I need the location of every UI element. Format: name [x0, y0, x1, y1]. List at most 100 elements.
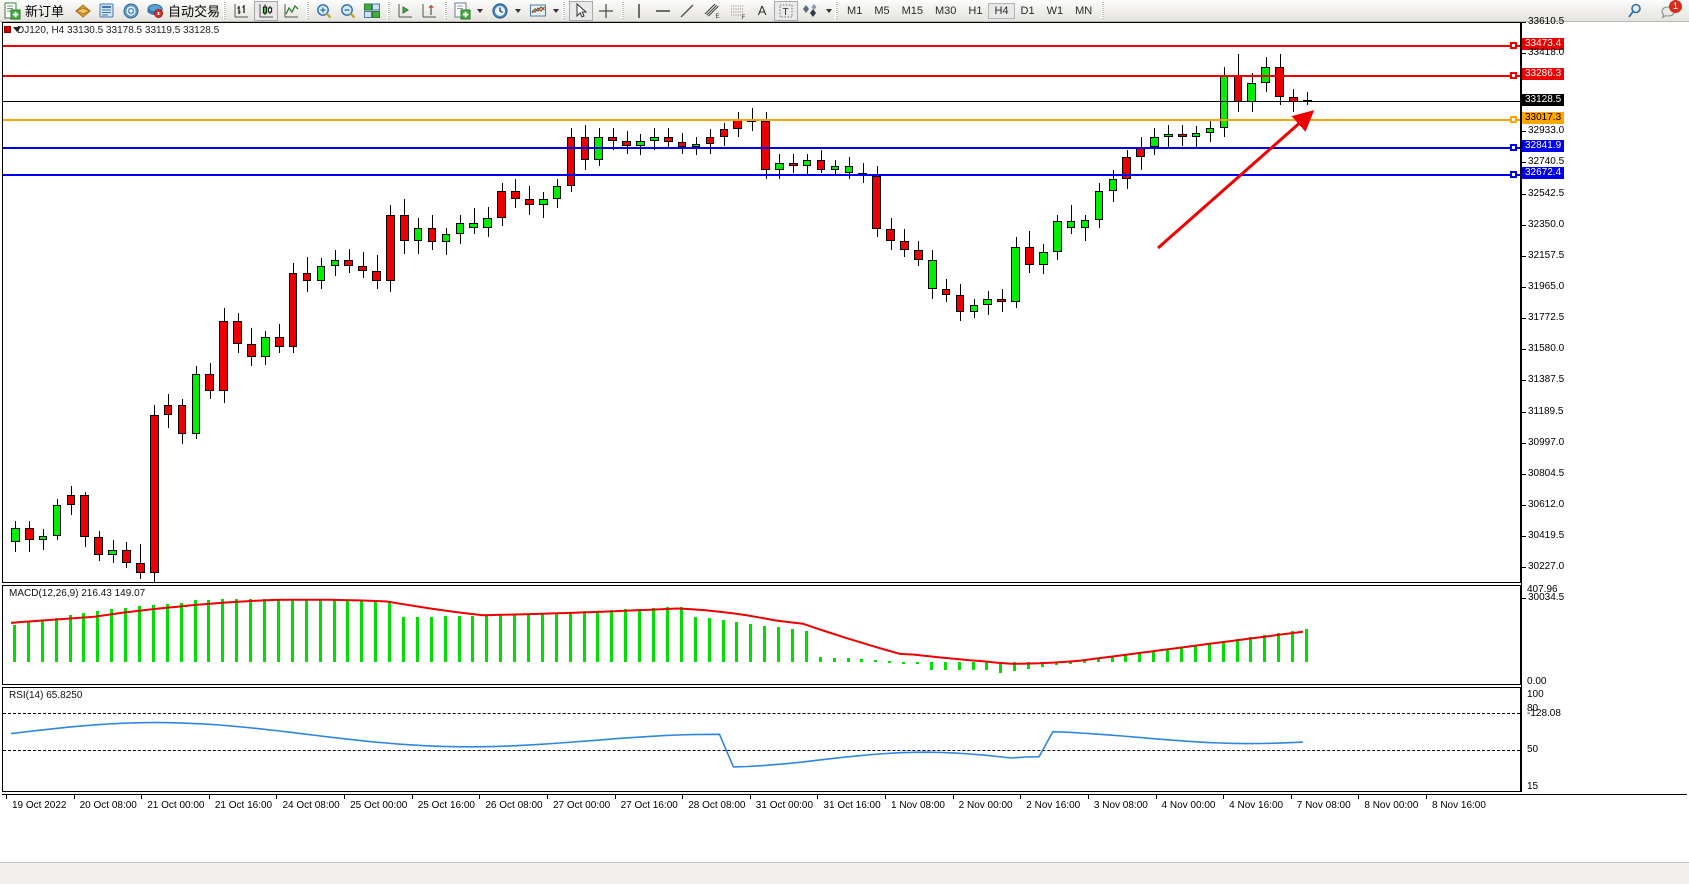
- rsi-header: RSI(14) 65.8250: [9, 690, 83, 701]
- macd-histogram-bar: [832, 657, 836, 663]
- period-chevron-down-icon[interactable]: [515, 8, 522, 13]
- tab-timeframe-d1[interactable]: D1: [1020, 4, 1035, 17]
- expert-advisor-icon[interactable]: [72, 1, 94, 21]
- price-level-line-pivot[interactable]: [3, 118, 1520, 121]
- price-level-line-resistance[interactable]: [3, 75, 1520, 78]
- macd-histogram-bar: [1082, 660, 1086, 663]
- price-level-handle[interactable]: [1510, 115, 1517, 123]
- vertical-line-icon[interactable]: [628, 1, 650, 21]
- chart-area[interactable]: DJ120, H4 33130.5 33178.5 33119.5 33128.…: [0, 16, 1689, 884]
- price-level-handle[interactable]: [1510, 42, 1517, 50]
- macd-histogram-bar: [707, 618, 711, 663]
- text-label-icon[interactable]: T: [774, 0, 799, 21]
- price-tag-resistance[interactable]: 33286.3: [1522, 68, 1565, 81]
- price-tick-mark: [1522, 474, 1526, 476]
- tab-timeframe-mn[interactable]: MN: [1075, 4, 1093, 17]
- zoom-out-icon[interactable]: [337, 1, 359, 21]
- chart-collapse-chevron-icon[interactable]: [13, 27, 21, 32]
- tab-timeframe-m5[interactable]: M5: [874, 4, 890, 17]
- equidistant-channel-icon[interactable]: E: [700, 1, 724, 21]
- trendline-icon[interactable]: [676, 1, 698, 21]
- cursor-icon[interactable]: [569, 0, 594, 21]
- candle-body: [441, 234, 451, 243]
- time-tick-mark: [1358, 795, 1360, 799]
- crosshair-icon[interactable]: [595, 1, 617, 21]
- price-tick-mark: [1522, 21, 1526, 23]
- price-level-handle[interactable]: [1510, 143, 1517, 151]
- price-tick-label: 31965.0: [1528, 281, 1565, 293]
- auto-scroll-icon[interactable]: [418, 1, 440, 21]
- macd-histogram-bar: [40, 620, 44, 663]
- tab-timeframe-m1[interactable]: M1: [847, 4, 863, 17]
- horizontal-line-icon[interactable]: [652, 1, 674, 21]
- indicators-icon[interactable]: [527, 1, 549, 21]
- notifications-icon[interactable]: 1: [1658, 0, 1682, 21]
- macd-histogram-bar: [318, 599, 322, 663]
- price-tag-current-price[interactable]: 33128.5: [1522, 93, 1565, 106]
- zoom-in-icon[interactable]: [313, 1, 335, 21]
- price-level-handle[interactable]: [1510, 72, 1517, 80]
- price-tick-label: 30997.0: [1528, 437, 1565, 449]
- macd-histogram-bar: [693, 616, 697, 663]
- templates-icon[interactable]: [451, 1, 473, 21]
- indicators-chevron-down-icon[interactable]: [553, 8, 560, 13]
- svg-text:T: T: [783, 7, 789, 18]
- signals-icon[interactable]: [120, 1, 142, 21]
- fibonacci-icon[interactable]: F: [726, 1, 750, 21]
- line-chart-icon[interactable]: [280, 1, 302, 21]
- candle-body: [233, 321, 242, 344]
- tab-timeframe-m15[interactable]: M15: [901, 4, 923, 17]
- tab-timeframe-w1[interactable]: W1: [1046, 4, 1064, 17]
- candle-body: [136, 563, 145, 573]
- price-tag-pivot[interactable]: 33017.3: [1522, 111, 1565, 124]
- tile-windows-icon[interactable]: [361, 1, 383, 21]
- macd-histogram-bar: [401, 617, 405, 663]
- price-tag-support[interactable]: 32841.9: [1522, 139, 1565, 152]
- price-level-handle[interactable]: [1510, 171, 1517, 179]
- candle-body: [872, 176, 881, 230]
- candle-body: [691, 143, 701, 148]
- price-level-line-support[interactable]: [3, 146, 1520, 149]
- price-tag-resistance[interactable]: 33473.4: [1522, 38, 1565, 51]
- time-tick-mark: [479, 795, 481, 799]
- price-tick-mark: [1522, 287, 1526, 289]
- main-toolbar: 新订单 自动交易: [0, 0, 1689, 22]
- price-chart-panel[interactable]: DJ120, H4 33130.5 33178.5 33119.5 33128.…: [2, 22, 1521, 583]
- candle-body: [552, 185, 562, 199]
- tab-timeframe-h1[interactable]: H1: [968, 4, 983, 17]
- candle-body: [1233, 76, 1243, 102]
- price-level-line-current-price[interactable]: [3, 100, 1520, 102]
- tab-timeframe-m30[interactable]: M30: [935, 4, 957, 17]
- search-icon[interactable]: [1624, 1, 1646, 21]
- period-icon[interactable]: [489, 1, 511, 21]
- autotrading-label[interactable]: 自动交易: [168, 4, 221, 19]
- price-plot[interactable]: [3, 23, 1520, 582]
- candle-body: [1191, 132, 1201, 138]
- time-tick-mark: [885, 795, 887, 799]
- price-tick-label: 32542.5: [1528, 188, 1565, 200]
- new-order-icon[interactable]: [1, 1, 23, 21]
- chart-object-marker[interactable]: [4, 26, 11, 33]
- text-icon[interactable]: A: [757, 3, 767, 18]
- candle-body: [399, 214, 409, 241]
- time-scale[interactable]: 19 Oct 2022 20 Oct 08:00 21 Oct 00:00 21 Oc…: [2, 794, 1687, 818]
- market-icon[interactable]: [144, 1, 166, 21]
- price-level-line-resistance[interactable]: [3, 45, 1520, 48]
- price-level-line-support[interactable]: [3, 174, 1520, 177]
- candle-body: [191, 374, 201, 435]
- bar-chart-icon[interactable]: [230, 1, 252, 21]
- price-tag-support[interactable]: 32672.4: [1522, 167, 1565, 180]
- chart-shift-icon[interactable]: [394, 1, 416, 21]
- candlestick-chart-icon[interactable]: [254, 0, 279, 21]
- tab-timeframe-h4[interactable]: H4: [988, 2, 1015, 19]
- candle-body: [1122, 156, 1131, 180]
- templates-chevron-down-icon[interactable]: [477, 8, 484, 13]
- macd-histogram-bar: [96, 611, 100, 663]
- shapes-icon[interactable]: [800, 1, 822, 21]
- macd-indicator-panel[interactable]: MACD(12,26,9) 216.43 149.07: [2, 585, 1521, 685]
- data-window-icon[interactable]: [96, 1, 118, 21]
- price-scale[interactable]: 33610.5 33473.4 33418.0 33286.3 33128.5 33017…: [1521, 16, 1687, 792]
- shapes-chevron-down-icon[interactable]: [826, 8, 833, 13]
- rsi-indicator-panel[interactable]: RSI(14) 65.8250: [2, 687, 1521, 792]
- new-order-label[interactable]: 新订单: [25, 4, 65, 19]
